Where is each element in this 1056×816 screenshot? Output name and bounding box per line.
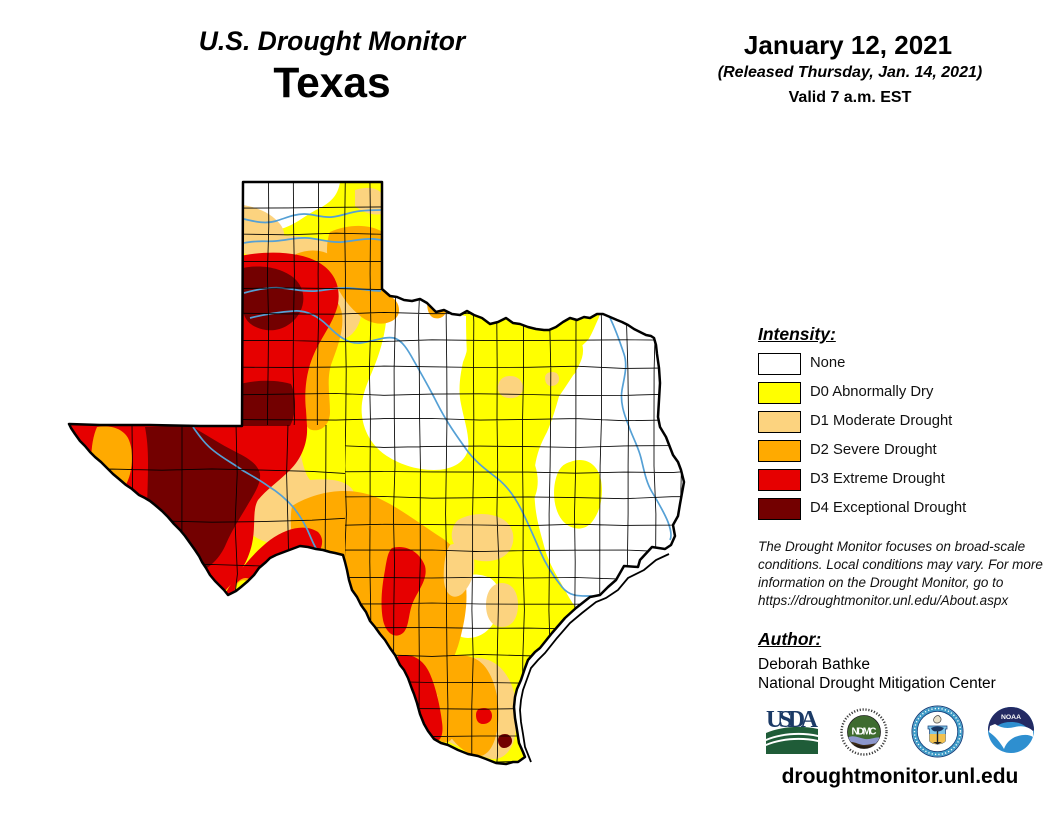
svg-text:NDMC: NDMC (852, 727, 877, 738)
svg-text:NOAA: NOAA (1001, 714, 1021, 721)
